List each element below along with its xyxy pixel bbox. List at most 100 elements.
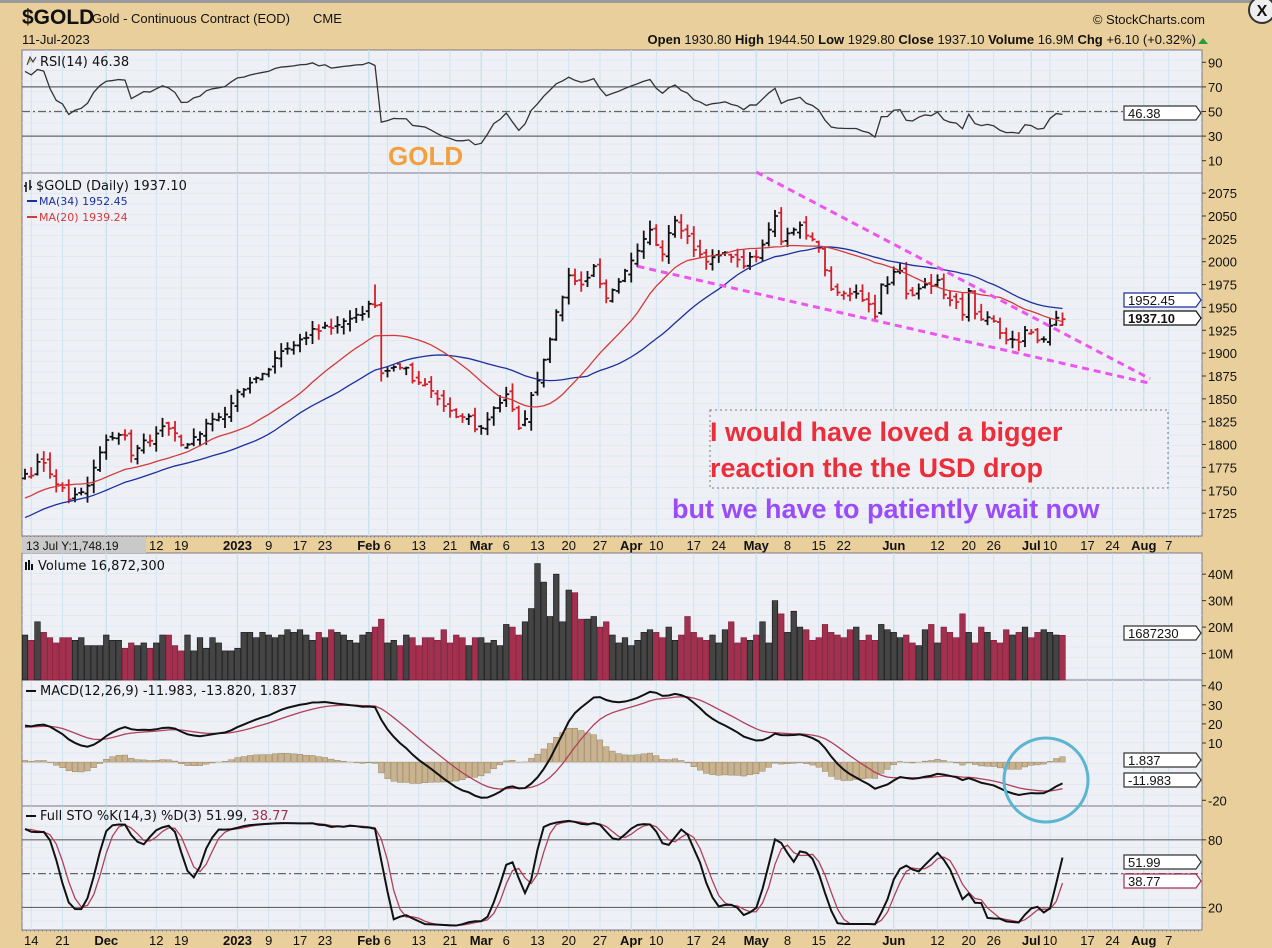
ohlc-icon (24, 180, 32, 192)
macd-histogram-bar (509, 760, 516, 763)
macd-histogram-bar (753, 761, 760, 775)
macd-histogram-bar (940, 760, 947, 763)
ohlc-bar (847, 287, 853, 302)
volume-bar (246, 632, 254, 681)
date-tick-label: Jul (1022, 538, 1041, 553)
macd-histogram-bar (722, 761, 729, 776)
macd-histogram-bar (53, 761, 60, 766)
macd-histogram-bar (22, 760, 29, 763)
volume-bar (759, 621, 766, 681)
macd-histogram-bar (672, 758, 679, 763)
ohlc-bar (740, 249, 747, 269)
volume-bar (721, 629, 729, 681)
y-tick-label: 2050 (1208, 209, 1237, 224)
macd-histogram-bar (103, 759, 110, 763)
volume-bar (690, 632, 697, 681)
ohlc-bar (28, 467, 35, 479)
date-tick-label: 20 (962, 933, 976, 948)
volume-bar (953, 637, 960, 681)
ohlc-bar (547, 337, 553, 363)
volume-bar (340, 634, 347, 681)
ohlc-bar (834, 283, 841, 296)
volume-bar (853, 626, 860, 681)
macd-histogram-bar (497, 761, 504, 766)
date-tick-label: 21 (55, 933, 69, 948)
macd-histogram-bar (597, 739, 604, 763)
ohlc-bar (1059, 312, 1066, 326)
ohlc-bar (1009, 330, 1016, 349)
volume-bar (278, 634, 285, 681)
macd-histogram-bar (772, 761, 779, 764)
ohlc-bar (197, 431, 203, 447)
close-chart-button[interactable]: X (1248, 0, 1272, 24)
ohlc-bar (34, 453, 41, 476)
macd-histogram-bar (690, 761, 697, 767)
ohlc-bar (915, 283, 922, 300)
ohlc-bar (909, 286, 916, 297)
macd-histogram-bar (590, 734, 597, 763)
y-tick-label: 1800 (1208, 438, 1237, 453)
volume-bar (546, 616, 554, 681)
volume-bar (46, 637, 54, 681)
macd-histogram-bar (397, 761, 404, 783)
ohlc-bar (734, 248, 741, 268)
sto-k-tag-box (1123, 854, 1202, 870)
macd-histogram-bar (315, 756, 322, 763)
volume-bar (846, 629, 854, 681)
rsi-icon (26, 55, 37, 66)
macd-value-tag-box (1123, 772, 1202, 788)
volume-bar (715, 642, 722, 681)
ohlc-bar (1003, 327, 1010, 345)
y-tick-label: 30 (1208, 698, 1222, 713)
date-tick-label: 12 (149, 538, 163, 553)
macd-histogram-bar (84, 761, 91, 772)
date-tick-label: 27 (593, 933, 607, 948)
ohlc-bar (359, 305, 366, 321)
volume-bar (890, 632, 897, 681)
macd-histogram-bar (765, 761, 772, 768)
date-tick-label: 17 (1080, 933, 1094, 948)
exchange: CME (313, 11, 342, 26)
macd-histogram-bar (422, 761, 429, 783)
volume-bar (53, 642, 60, 681)
ma20-line (24, 244, 1063, 499)
chart-header: $GOLD Gold - Continuous Contract (EOD) C… (22, 6, 1208, 47)
ohlc-bar (822, 247, 828, 277)
macd-histogram-bar (372, 761, 379, 764)
up-arrow-icon (1198, 38, 1208, 44)
volume-value-tag: 1687230 (1123, 625, 1202, 641)
ohlc-bar (997, 317, 1003, 340)
ohlc-bar (959, 293, 966, 321)
volume-bar (553, 573, 560, 681)
date-tick-label: 13 (530, 538, 544, 553)
ohlc-bar (609, 288, 616, 303)
volume-bar (171, 645, 179, 681)
y-tick-label: 1750 (1208, 483, 1237, 498)
date-tick-label: Mar (470, 538, 493, 553)
date-tick-label: 9 (265, 933, 272, 948)
sto-swatch (26, 815, 36, 817)
macd-histogram-bar (928, 760, 935, 763)
volume-bar (478, 637, 485, 681)
volume-bar (96, 645, 104, 681)
volume-bar (571, 592, 579, 681)
ohlc-bar (90, 459, 97, 494)
ohlc-bar (828, 266, 835, 291)
close-icon[interactable] (1248, 0, 1272, 24)
ohlc-bar (159, 417, 166, 437)
ohlc-bar (384, 367, 391, 378)
ohlc-bar (578, 271, 585, 292)
y-tick-label: 2000 (1208, 255, 1237, 270)
volume-bar (590, 616, 597, 681)
date-tick-label: 24 (712, 933, 726, 948)
macd-histogram-bar (203, 761, 210, 765)
ma34-value-tag-box (1123, 292, 1202, 308)
volume-bar (78, 637, 85, 681)
macd-histogram-bar (890, 761, 897, 766)
sto-k-tag-text: 51.99 (1128, 855, 1161, 870)
volume-bar (490, 640, 497, 681)
macd-title: MACD(12,26,9) -11.983, -13.820, 1.837 (40, 684, 297, 699)
date-tick-label: 21 (443, 933, 457, 948)
y-tick-label: 90 (1208, 55, 1222, 70)
date-tick-label: 13 (412, 933, 426, 948)
